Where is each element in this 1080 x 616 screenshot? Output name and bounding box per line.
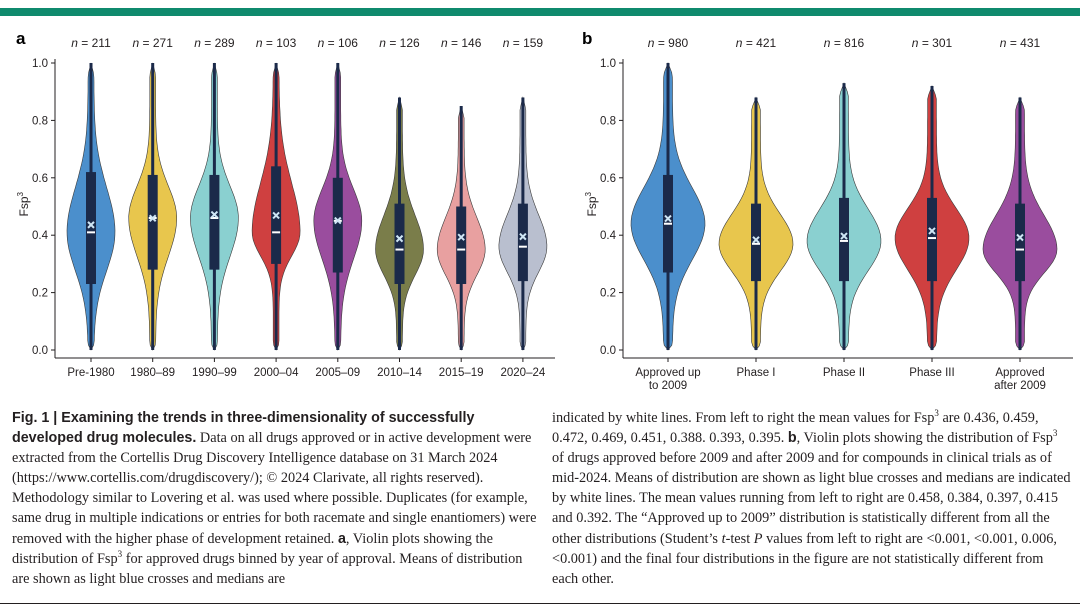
x-tick-label: 2010–14 <box>377 367 422 379</box>
y-tick-label: 0.8 <box>32 115 48 127</box>
panel-label-a: a <box>16 29 26 48</box>
n-label-5: n = 431 <box>1000 36 1041 50</box>
x-tick-label: 2020–24 <box>501 367 546 379</box>
n-label-3: n = 289 <box>194 36 235 50</box>
mean-cross-3 <box>210 210 219 219</box>
caption-text-9: -test <box>725 530 754 547</box>
mean-cross-1 <box>87 221 95 229</box>
iqr-box-2 <box>147 174 158 270</box>
caption-p-italic: P <box>753 530 763 547</box>
mean-cross-2 <box>148 214 157 222</box>
mean-cross-2 <box>752 236 760 244</box>
caption-text-10: values from left to right are <0.001, <0… <box>552 530 1057 587</box>
caption-text-2: ; © 2024 Clarivate, all rights reserved)… <box>12 470 537 547</box>
iqr-box-6 <box>394 203 405 284</box>
figure-caption-right: indicated by white lines. From left to r… <box>552 408 1072 589</box>
x-tick-label: Approved up <box>635 367 700 379</box>
iqr-box-3 <box>839 197 849 282</box>
x-tick-label: Phase II <box>823 367 865 379</box>
n-label-1: n = 211 <box>71 36 111 50</box>
caption-fig-label: Fig. 1 | <box>12 410 62 426</box>
caption-text-5: indicated by white lines. From left to r… <box>552 410 935 426</box>
mean-cross-4 <box>928 227 936 235</box>
panel-label-b: b <box>582 29 592 48</box>
y-tick-label: 1.0 <box>600 58 616 70</box>
caption-sup-3: 3 <box>1052 428 1058 439</box>
caption-text-7: , Violin plots showing the distribution … <box>796 430 1053 447</box>
y-tick-label: 1.0 <box>32 58 48 70</box>
n-label-8: n = 159 <box>503 36 544 50</box>
mean-cross-6 <box>395 234 404 243</box>
panel-a-violin-chart: 0.0 0.2 0.4 0.6 0.8 1.0 Fsp3 Pre-1980 n = 211 198… <box>16 36 555 379</box>
x-tick-label: Pre-1980 <box>67 367 114 379</box>
n-label-6: n = 126 <box>379 36 420 50</box>
caption-text-1: Data on all drugs approved or in active … <box>12 430 532 487</box>
caption-panel-a-ref: a <box>337 530 346 547</box>
caption-text-3: , Violin plots showing the distribution … <box>12 530 493 567</box>
y-tick-label: 0.4 <box>32 230 49 242</box>
x-tick-label: after 2009 <box>994 380 1046 392</box>
y-axis-title: Fsp3 <box>16 191 31 216</box>
mean-cross-8 <box>519 232 527 241</box>
y-tick-label: 0.0 <box>32 345 48 357</box>
caption-text-4: for approved drugs binned by year of app… <box>12 550 523 587</box>
iqr-box-8 <box>517 203 528 282</box>
header-accent-bar <box>0 8 1080 16</box>
caption-sup-2: 3 <box>934 408 939 419</box>
figure-caption-left: Fig. 1 | Examining the trends in three-d… <box>12 410 537 587</box>
iqr-box-3 <box>209 174 220 270</box>
y-tick-label: 0.4 <box>600 230 617 242</box>
n-label-1: n = 980 <box>648 36 689 50</box>
y-tick-label: 0.0 <box>600 345 616 357</box>
x-tick-label: Approved <box>995 367 1044 379</box>
caption-panel-b-ref: b <box>787 430 797 447</box>
iqr-box-2 <box>751 203 761 282</box>
y-tick-label: 0.2 <box>600 288 616 300</box>
n-label-2: n = 271 <box>133 36 174 50</box>
y-axis-title: Fsp3 <box>584 191 599 216</box>
x-tick-label: 1990–99 <box>192 367 237 379</box>
bottom-rule <box>0 603 1080 604</box>
n-label-2: n = 421 <box>736 36 777 50</box>
y-tick-label: 0.2 <box>32 288 48 300</box>
caption-text-8: of drugs approved before 2009 and after … <box>552 450 1071 547</box>
caption-title: Examining the trends in three-dimensiona… <box>12 410 475 447</box>
x-tick-label: 2015–19 <box>439 367 484 379</box>
mean-cross-7 <box>457 233 465 241</box>
mean-cross-3 <box>840 232 848 240</box>
x-tick-label: to 2009 <box>649 380 687 392</box>
n-label-7: n = 146 <box>441 36 482 50</box>
x-tick-label: Phase III <box>909 367 954 379</box>
figure-panels: a b 0.0 0.2 0.4 0.6 0.8 1.0 Fsp3 Pre-1980 n = 21… <box>16 29 1073 392</box>
x-tick-label: 1980–89 <box>130 367 175 379</box>
iqr-box-7 <box>456 206 467 284</box>
y-tick-label: 0.8 <box>600 115 616 127</box>
caption-t-italic: t <box>721 530 726 547</box>
mean-cross-5 <box>1016 233 1024 242</box>
iqr-box-5 <box>1015 203 1025 282</box>
cortellis-link[interactable]: https://www.cortellis.com/drugdiscovery/ <box>16 470 255 487</box>
y-tick-label: 0.6 <box>32 173 48 185</box>
n-label-5: n = 106 <box>318 36 359 50</box>
mean-cross-4 <box>272 211 280 220</box>
x-tick-label: Phase I <box>737 367 776 379</box>
x-tick-label: 2005–09 <box>315 367 360 379</box>
caption-sup-1: 3 <box>117 548 123 559</box>
n-label-4: n = 301 <box>912 36 953 50</box>
iqr-box-5 <box>332 177 343 273</box>
caption-text-6: are 0.436, 0.459, 0.472, 0.469, 0.451, 0… <box>552 410 1039 447</box>
mean-cross-5 <box>334 216 342 225</box>
y-tick-label: 0.6 <box>600 173 616 185</box>
n-label-3: n = 816 <box>824 36 865 50</box>
n-label-4: n = 103 <box>256 36 297 50</box>
iqr-box-1 <box>86 172 96 284</box>
x-tick-label: 2000–04 <box>254 367 299 379</box>
mean-cross-1 <box>664 214 672 223</box>
iqr-box-4 <box>927 197 937 282</box>
